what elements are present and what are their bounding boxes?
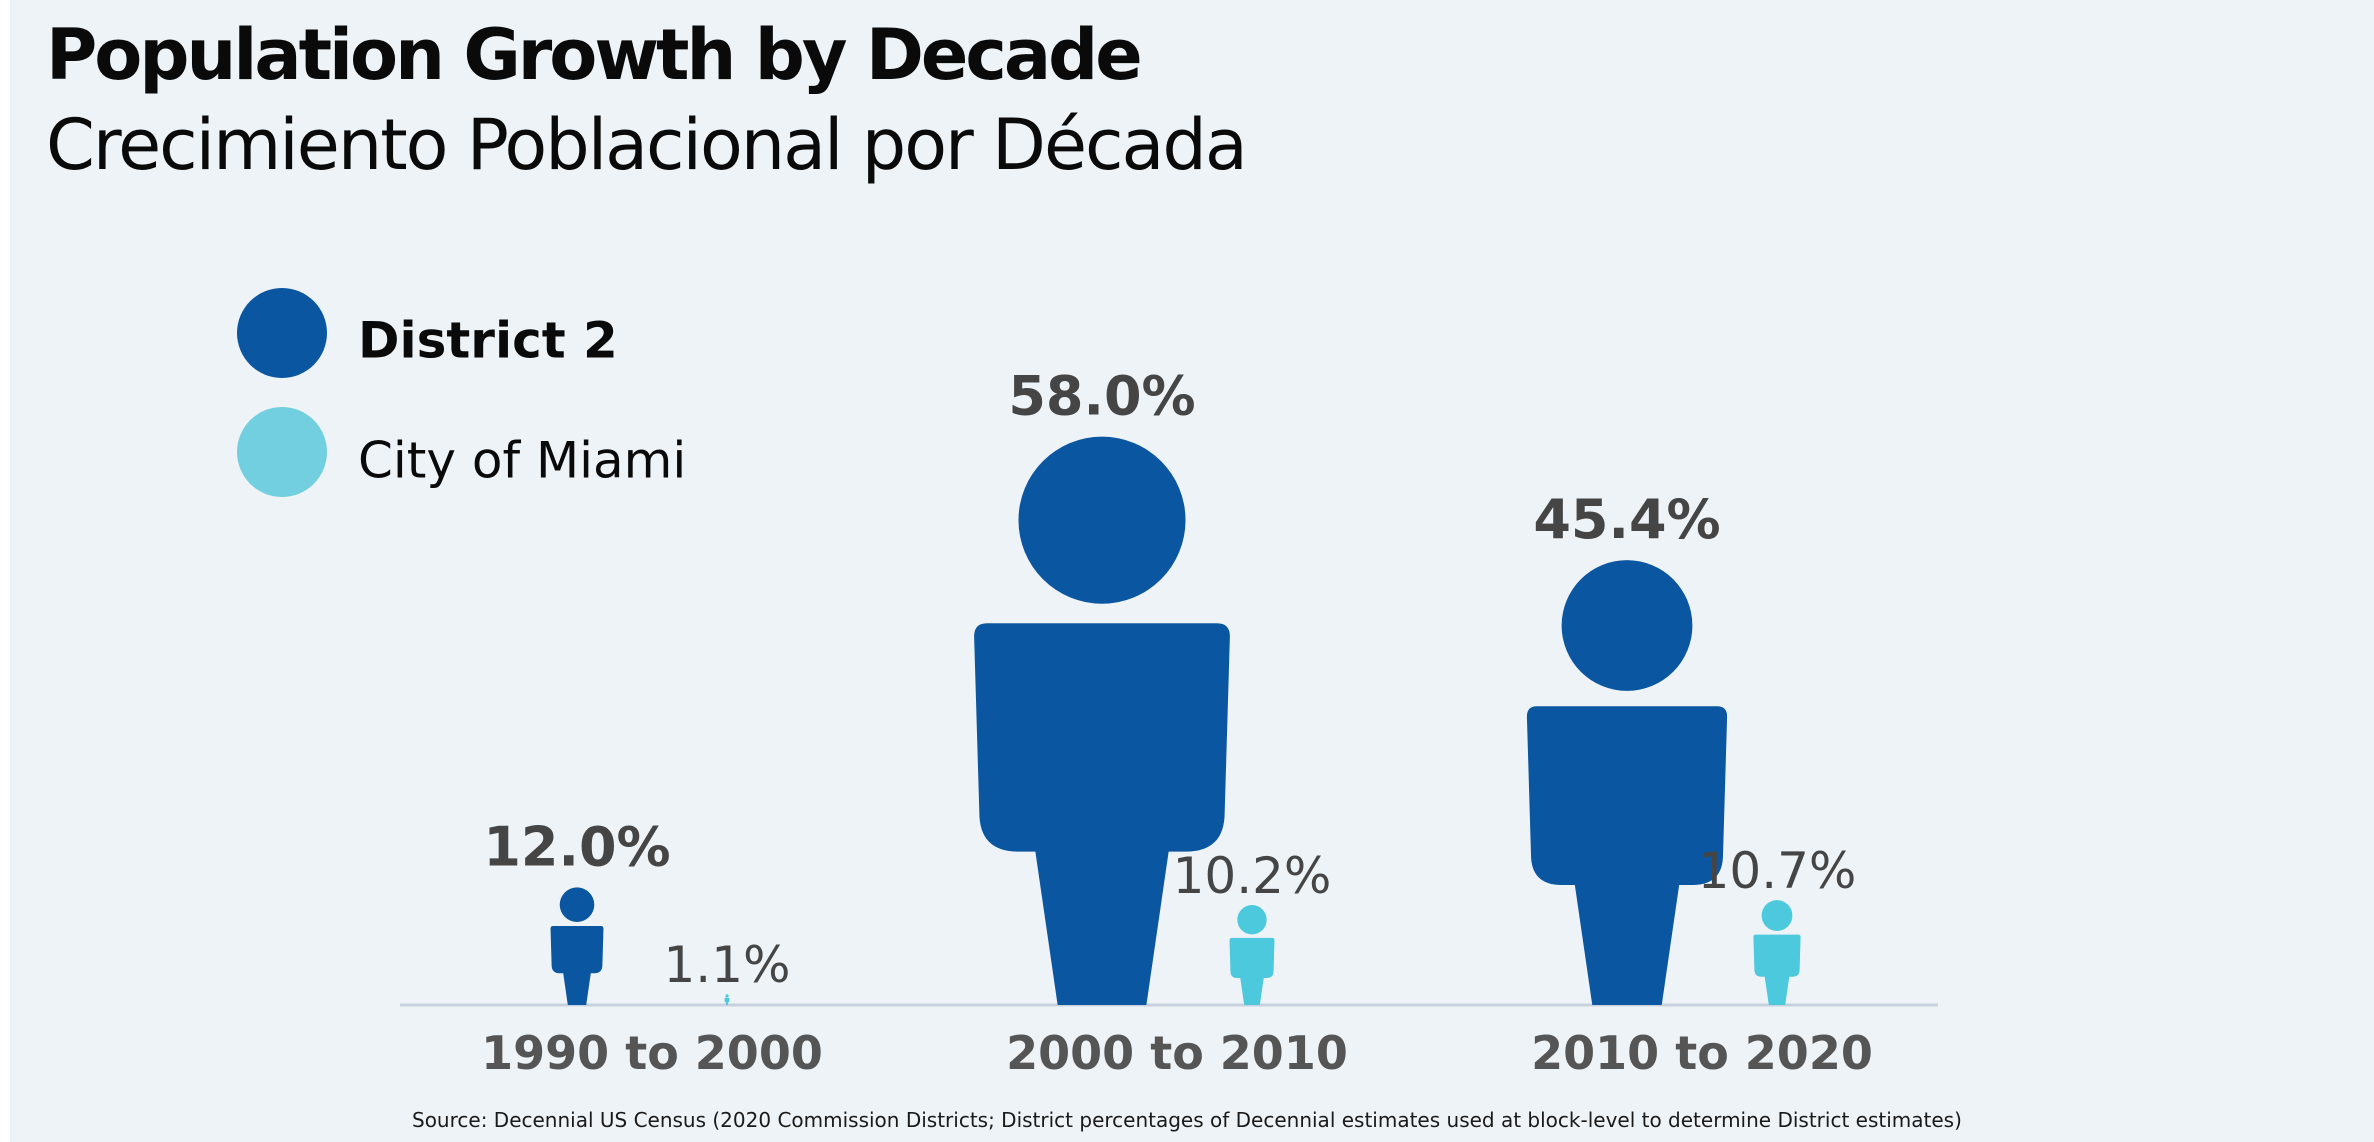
district-figure-2-legs [1034,847,1170,1005]
chart-panel: Population Growth by Decade Crecimiento … [10,0,2374,1142]
city-figure-3 [1753,900,1801,1005]
city-figure-1-body [724,997,730,1003]
city-figure-1-head [725,994,729,998]
legend: District 2 City of Miami [237,288,686,497]
district-figure-2-head [1018,436,1186,604]
district-figure-3-head [1561,560,1693,691]
district-figure-3 [1526,560,1728,1005]
district-figure-1-legs [563,972,591,1005]
legend-swatch-city [237,407,327,497]
district-value-label-1: 12.0% [483,815,670,878]
category-label-3: 2010 to 2020 [1531,1026,1873,1080]
city-figure-3-legs [1764,975,1790,1005]
city-figure-3-body [1753,934,1801,977]
city-figure-3-head [1761,900,1793,931]
legend-swatch-district [237,288,327,378]
source-note: Source: Decennial US Census (2020 Commis… [412,1108,1962,1132]
district-figure-1-head [559,887,595,922]
category-label-1: 1990 to 2000 [481,1026,823,1080]
city-figure-2 [1229,905,1275,1005]
city-value-label-1: 1.1% [663,936,790,994]
district-figure-2 [974,436,1230,1005]
district-figure-2-body [974,623,1230,852]
chart-marks: 12.0% 1.1% 1990 to 2000 58.0% 10.2% 2000 to 2… [481,365,1873,1080]
district-figure-1 [550,887,604,1005]
district-value-label-3: 45.4% [1533,488,1720,551]
district-figure-1-body [550,926,604,974]
category-label-2: 2000 to 2010 [1006,1026,1348,1080]
district-figure-3-legs [1574,881,1680,1005]
city-figure-2-legs [1240,977,1264,1005]
city-figure-1-legs [725,1002,729,1005]
legend-label-city: City of Miami [358,432,686,490]
city-figure-1 [724,994,730,1005]
district-value-label-2: 58.0% [1008,365,1195,428]
chart-subtitle: Crecimiento Poblacional por Década [46,104,1248,186]
legend-label-district: District 2 [358,312,618,370]
city-value-label-2: 10.2% [1173,847,1332,905]
city-figure-2-head [1237,905,1267,935]
city-value-label-3: 10.7% [1698,842,1857,900]
chart-title: Population Growth by Decade [46,14,1143,96]
city-figure-2-body [1229,937,1275,979]
district-figure-3-body [1526,706,1728,885]
